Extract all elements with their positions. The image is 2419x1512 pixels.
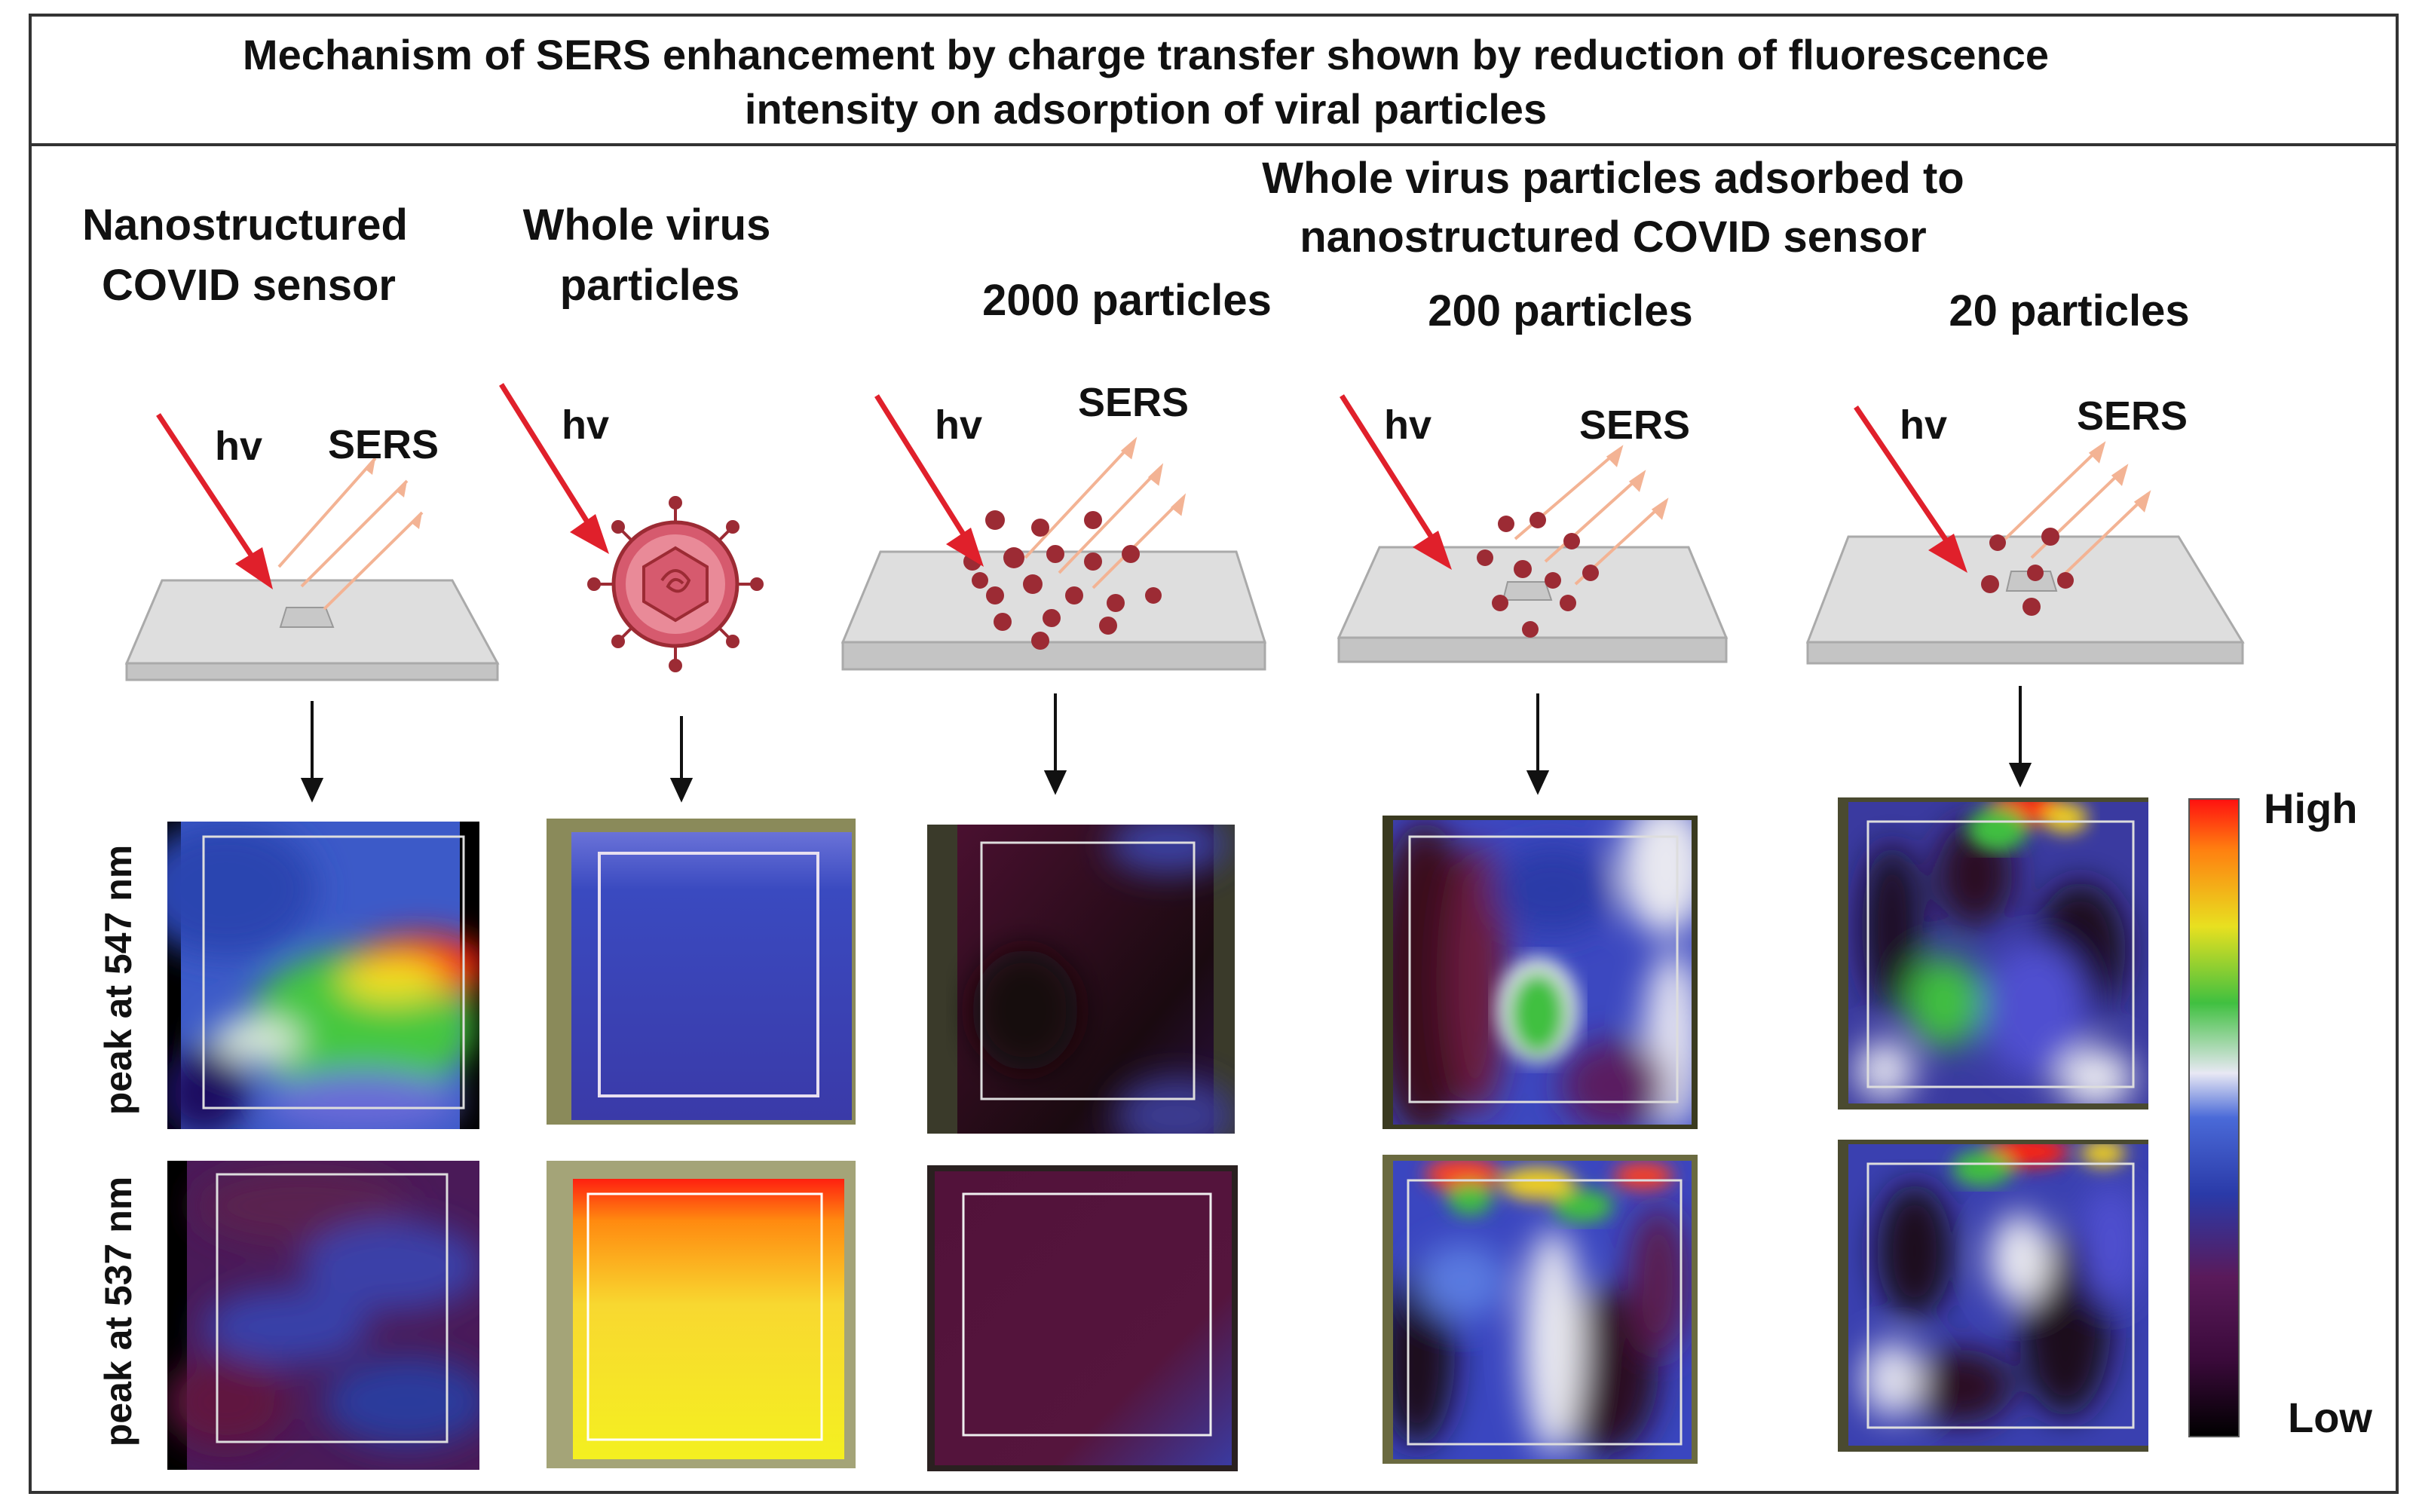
column-1-hv: hv [215,424,262,469]
row-label-537: peak at 537 nm [97,1177,139,1447]
heatmap-20-particles-537nm [1838,1140,2148,1452]
column-4-hv: hv [1384,402,1431,448]
title-line-2: intensity on adsorption of viral particl… [745,85,1547,133]
outer-frame [29,14,2399,1494]
column-3-hv: hv [935,402,982,448]
column-4-sers: SERS [1579,402,1690,448]
row-label-547: peak at 547 nm [97,845,139,1116]
plate-200-particles-diagram [1337,394,1729,663]
heatmap-20-particles-547nm [1838,797,2148,1110]
column-2-label-line-1: Whole virus [523,200,771,249]
plate-20-particles-diagram [1805,406,2245,665]
heatmap-virus-547nm [547,819,856,1125]
column-5-hv: hv [1900,402,1947,448]
colorbar-high-label: High [2264,785,2357,832]
down-arrows [300,686,2032,803]
heatmap-virus-537nm [547,1161,856,1468]
group-header-line-1: Whole virus particles adsorbed to [1262,154,1964,203]
colorbar-low-label: Low [2288,1394,2372,1441]
group-header-line-2: nanostructured COVID sensor [1300,213,1926,262]
column-1-label-line-1: Nanostructured [82,200,408,249]
sensor-plate-diagram [124,413,500,681]
column-2-label-line-2: particles [560,261,740,310]
column-2-hv: hv [562,402,609,448]
column-5-sers: SERS [2077,393,2188,439]
heatmap-2000-particles-547nm [927,825,1235,1134]
colorbar [2188,798,2240,1437]
column-1-sers: SERS [328,422,439,467]
heatmap-2000-particles-537nm [927,1165,1238,1471]
heatmap-sensor-547nm [167,822,479,1129]
plate-2000-particles-diagram [841,394,1267,671]
column-5-label: 20 particles [1949,286,2189,335]
column-4-label: 200 particles [1428,286,1692,335]
virus-particle-diagram [499,383,764,672]
title-line-1: Mechanism of SERS enhancement by charge … [243,31,2049,78]
heatmap-200-particles-537nm [1383,1155,1698,1464]
heatmap-200-particles-547nm [1383,816,1698,1129]
column-1-label-line-2: COVID sensor [102,261,396,310]
column-3-sers: SERS [1078,380,1189,425]
heatmap-sensor-537nm [167,1161,479,1470]
column-3-label: 2000 particles [982,276,1272,325]
